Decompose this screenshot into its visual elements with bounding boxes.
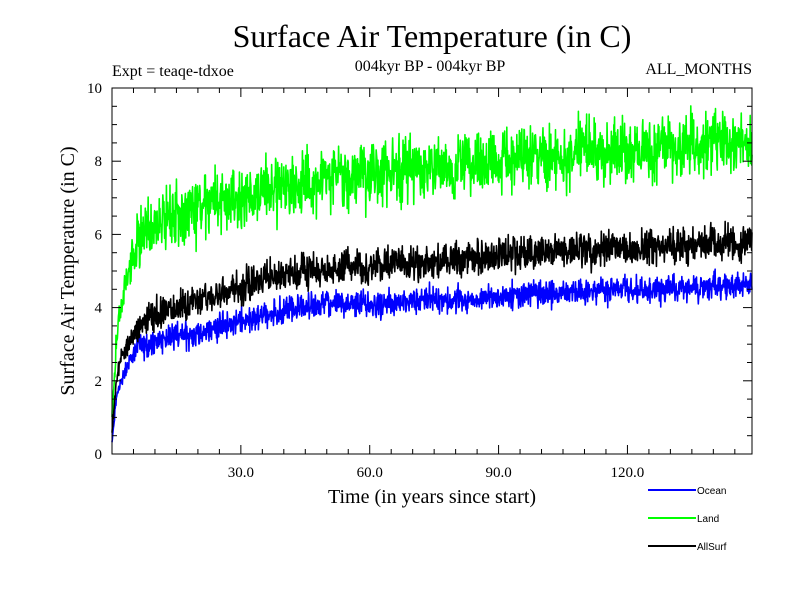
y-axis-label: Surface Air Temperature (in C)	[57, 146, 79, 395]
plot-frame	[111, 87, 753, 455]
series-line-land	[111, 105, 753, 418]
x-tick-label: 90.0	[485, 465, 511, 481]
legend-label-land: Land	[697, 514, 719, 525]
y-tick-label: 2	[95, 374, 103, 390]
experiment-label: Expt = teaqe-tdxoe	[112, 63, 234, 80]
y-tick-label: 8	[95, 154, 103, 170]
y-tick-label: 6	[95, 227, 103, 243]
ticks-layer: 0 2 4 6 8 10 30.0 60.0 90.0 120.0	[87, 81, 752, 481]
series-line-allsurf	[111, 220, 753, 433]
x-axis-label: Time (in years since start)	[328, 486, 536, 508]
months-label: ALL_MONTHS	[645, 61, 752, 78]
legend-label-ocean: Ocean	[697, 486, 726, 497]
legend-label-allsurf: AllSurf	[697, 542, 727, 553]
x-tick-label: 120.0	[611, 465, 645, 481]
x-tick-label: 60.0	[357, 465, 383, 481]
chart-title: Surface Air Temperature (in C)	[233, 18, 632, 54]
chart-subtitle: 004kyr BP - 004kyr BP	[355, 58, 506, 75]
y-tick-label: 4	[95, 301, 103, 317]
series-line-ocean	[111, 268, 753, 443]
y-tick-label: 0	[95, 447, 103, 463]
legend: Ocean Land AllSurf	[648, 486, 727, 553]
y-tick-label: 10	[87, 81, 102, 97]
series-layer	[111, 105, 753, 443]
x-tick-label: 30.0	[228, 465, 254, 481]
